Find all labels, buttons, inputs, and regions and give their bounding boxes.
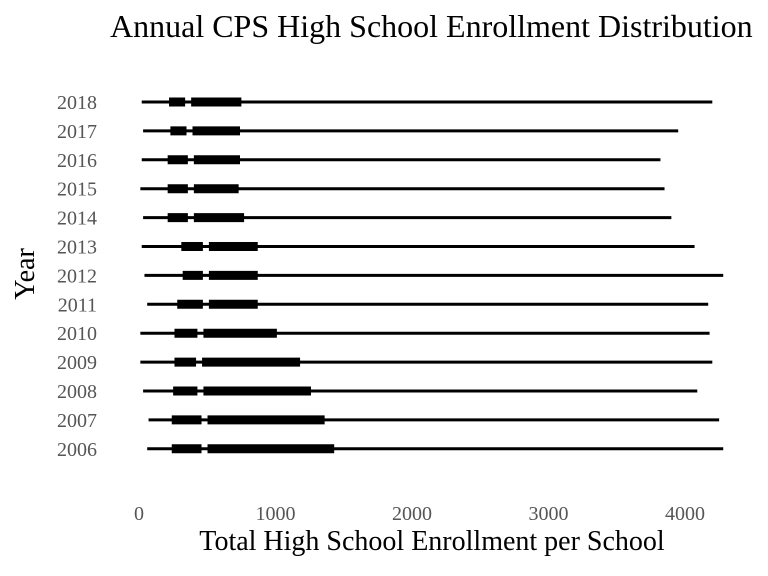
- y-tick-label: 2018: [57, 92, 97, 114]
- y-tick-label: 2009: [57, 352, 97, 374]
- y-tick-label: 2017: [57, 121, 97, 143]
- x-tick-label: 4000: [665, 503, 705, 525]
- y-tick-label: 2014: [57, 208, 97, 230]
- y-tick-label: 2007: [57, 410, 97, 432]
- y-tick-label: 2011: [58, 294, 97, 316]
- y-axis-title: Year: [10, 248, 41, 300]
- x-tick-label: 3000: [529, 503, 569, 525]
- y-tick-label: 2015: [57, 179, 97, 201]
- y-tick-label: 2012: [57, 265, 97, 287]
- y-tick-label: 2013: [57, 237, 97, 259]
- x-tick-label: 0: [134, 503, 144, 525]
- x-tick-label: 2000: [392, 503, 432, 525]
- x-tick-label: 1000: [256, 503, 296, 525]
- y-tick-label: 2008: [57, 381, 97, 403]
- y-tick-label: 2016: [57, 150, 97, 172]
- y-tick-label: 2010: [57, 323, 97, 345]
- chart-title: Annual CPS High School Enrollment Distri…: [110, 8, 753, 44]
- x-axis-title: Total High School Enrollment per School: [199, 526, 665, 557]
- y-tick-label: 2006: [57, 439, 97, 461]
